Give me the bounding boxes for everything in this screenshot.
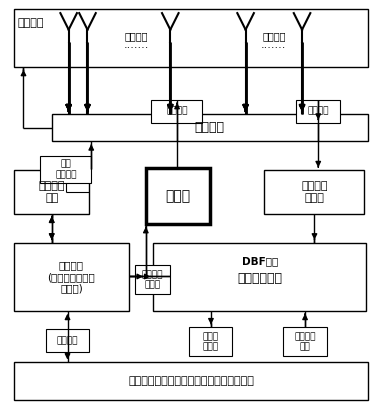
Text: 目标特
征参数: 目标特 征参数 — [203, 332, 219, 352]
Bar — [14, 170, 89, 214]
Bar — [283, 327, 327, 356]
Text: 信号处理系统: 信号处理系统 — [237, 272, 282, 285]
Bar — [14, 243, 129, 311]
Text: 资源调度: 资源调度 — [57, 336, 78, 345]
Bar — [189, 327, 232, 356]
Bar — [153, 243, 366, 311]
Text: 伺服驱动
系统: 伺服驱动 系统 — [39, 181, 65, 203]
Text: 收发系统: 收发系统 — [195, 122, 225, 134]
Text: 中频数字
接收机: 中频数字 接收机 — [301, 181, 327, 203]
Text: 天线单元: 天线单元 — [125, 31, 148, 41]
Bar — [146, 168, 210, 224]
Bar — [14, 9, 368, 67]
Bar — [46, 329, 89, 352]
Bar — [296, 100, 340, 123]
Text: 监控系统
(含监控分部、波
控分部): 监控系统 (含监控分部、波 控分部) — [48, 260, 96, 293]
Text: 天线单元: 天线单元 — [262, 31, 286, 41]
Bar — [14, 362, 368, 400]
Bar — [134, 265, 170, 294]
Text: 控制处理
方式: 控制处理 方式 — [294, 332, 316, 352]
Text: 时序、波
控信息: 时序、波 控信息 — [142, 270, 163, 290]
Text: DBF组合: DBF组合 — [242, 256, 278, 266]
Bar — [152, 100, 202, 123]
Text: .......: ....... — [124, 40, 149, 50]
Text: 频率源: 频率源 — [165, 189, 190, 203]
Text: 终端显控系统（自适应波束调度处理解算）: 终端显控系统（自适应波束调度处理解算） — [128, 376, 254, 386]
Text: .......: ....... — [261, 40, 286, 50]
Text: 回波信号: 回波信号 — [307, 107, 329, 116]
Text: 控制
天线旋转: 控制 天线旋转 — [55, 160, 76, 179]
Text: 天馈系统: 天馈系统 — [18, 18, 44, 28]
Bar — [40, 156, 91, 183]
Bar — [264, 170, 364, 214]
Text: 频率控制: 频率控制 — [166, 107, 188, 116]
Bar — [52, 114, 368, 141]
